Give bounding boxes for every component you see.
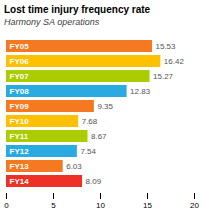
- svg-text:8.09: 8.09: [86, 177, 102, 186]
- svg-text:FY13: FY13: [10, 162, 30, 171]
- svg-text:15.27: 15.27: [153, 72, 174, 81]
- svg-text:16.42: 16.42: [164, 57, 185, 66]
- svg-text:6.03: 6.03: [66, 162, 82, 171]
- svg-text:FY07: FY07: [10, 72, 30, 81]
- html-text:Lost time injury frequency rat: Lost time injury frequency rate: [4, 4, 151, 15]
- svg-text:5: 5: [51, 201, 56, 210]
- svg-text:7.54: 7.54: [80, 147, 96, 156]
- svg-text:FY10: FY10: [10, 117, 30, 126]
- svg-text:FY11: FY11: [10, 132, 29, 141]
- svg-text:0: 0: [4, 201, 9, 210]
- svg-text:FY06: FY06: [10, 57, 30, 66]
- svg-text:20: 20: [190, 201, 199, 210]
- html-text:Harmony SA operations: Harmony SA operations: [4, 17, 100, 27]
- svg-text:7.68: 7.68: [82, 117, 98, 126]
- svg-text:FY08: FY08: [10, 87, 30, 96]
- svg-text:FY12: FY12: [10, 147, 30, 156]
- svg-text:12.83: 12.83: [130, 87, 151, 96]
- svg-text:FY09: FY09: [10, 102, 30, 111]
- svg-text:15: 15: [143, 201, 152, 210]
- svg-text:9.35: 9.35: [97, 102, 113, 111]
- svg-text:15.53: 15.53: [155, 42, 176, 51]
- svg-text:8.67: 8.67: [91, 132, 107, 141]
- svg-text:FY14: FY14: [10, 177, 30, 186]
- svg-text:FY05: FY05: [10, 42, 30, 51]
- svg-text:10: 10: [96, 201, 105, 210]
